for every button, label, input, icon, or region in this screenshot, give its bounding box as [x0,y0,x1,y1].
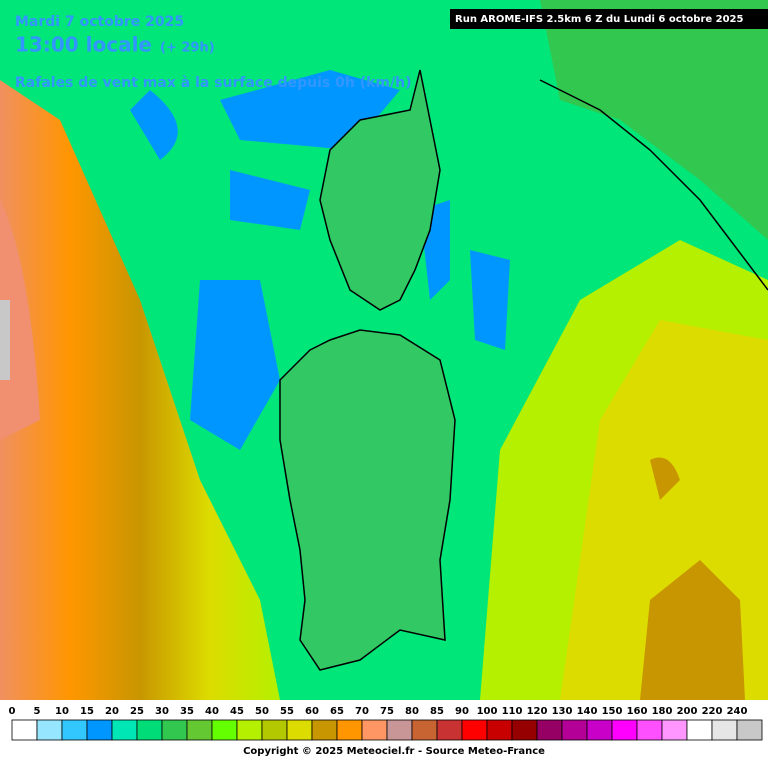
sardinia [279,329,456,671]
legend-swatch [411,719,438,741]
legend-label: 10 [55,706,69,717]
legend-swatch [61,719,88,741]
offset: (+ 29h) [160,41,215,56]
coastline [539,79,768,291]
run-box [450,9,768,29]
legend-swatch [736,719,763,741]
legend-label: 100 [477,706,498,717]
legend-label: 40 [205,706,219,717]
legend-swatch [186,719,213,741]
legend-label: 45 [230,706,244,717]
legend-label: 240 [727,706,748,717]
legend-label: 85 [430,706,444,717]
legend-label: 110 [502,706,523,717]
legend-label: 180 [652,706,673,717]
legend-swatch [611,719,638,741]
legend-swatch [311,719,338,741]
legend-label: 150 [602,706,623,717]
legend-label: 75 [380,706,394,717]
west-wind-zone [0,80,280,700]
legend-label: 120 [527,706,548,717]
legend-swatch [86,719,113,741]
legend-label: 130 [552,706,573,717]
legend-label: 30 [155,706,169,717]
legend-label: 50 [255,706,269,717]
legend-label: 35 [180,706,194,717]
corsica [319,69,441,311]
legend-swatch [11,719,38,741]
legend-swatch [636,719,663,741]
legend-swatch [261,719,288,741]
run-info: Run AROME-IFS 2.5km 6 Z du Lundi 6 octob… [455,14,744,25]
legend-label: 20 [105,706,119,717]
time: 13:00 locale [15,33,152,57]
legend-swatch [286,719,313,741]
date: Mardi 7 octobre 2025 [15,14,184,30]
legend-label: 160 [627,706,648,717]
legend-swatch [361,719,388,741]
legend-swatch [136,719,163,741]
legend-label: 90 [455,706,469,717]
legend-label: 15 [80,706,94,717]
legend-swatch [36,719,63,741]
legend-label: 5 [34,706,41,717]
legend-label: 60 [305,706,319,717]
legend-swatch [111,719,138,741]
legend-label: 140 [577,706,598,717]
mainland-zone [540,0,768,240]
legend-swatch [436,719,463,741]
legend-swatch [561,719,588,741]
legend-label: 55 [280,706,294,717]
east-gust-zone [640,457,745,700]
legend-swatch [236,719,263,741]
legend-swatch [386,719,413,741]
legend-swatch [486,719,513,741]
legend-label: 0 [9,706,16,717]
legend-swatch [336,719,363,741]
calm-zone [130,70,510,450]
legend-label: 80 [405,706,419,717]
legend-label: 70 [355,706,369,717]
subtitle: Rafales de vent max à la surface depuis … [15,75,411,91]
west-gray-zone [0,300,10,380]
legend-swatch [461,719,488,741]
legend-swatch [586,719,613,741]
legend-label: 65 [330,706,344,717]
legend-swatch [686,719,713,741]
legend-swatch [511,719,538,741]
legend-swatch [161,719,188,741]
copyright: Copyright © 2025 Meteociel.fr - Source M… [243,746,545,757]
legend-swatch [211,719,238,741]
legend-label: 200 [677,706,698,717]
legend-label: 25 [130,706,144,717]
legend: 0 5 10 15 20 25 30 35 40 45 50 55 60 65 70 75 80 85 90 100 1… [9,706,763,741]
legend-swatch [536,719,563,741]
legend-label: 220 [702,706,723,717]
legend-swatch [661,719,688,741]
legend-swatch [711,719,738,741]
